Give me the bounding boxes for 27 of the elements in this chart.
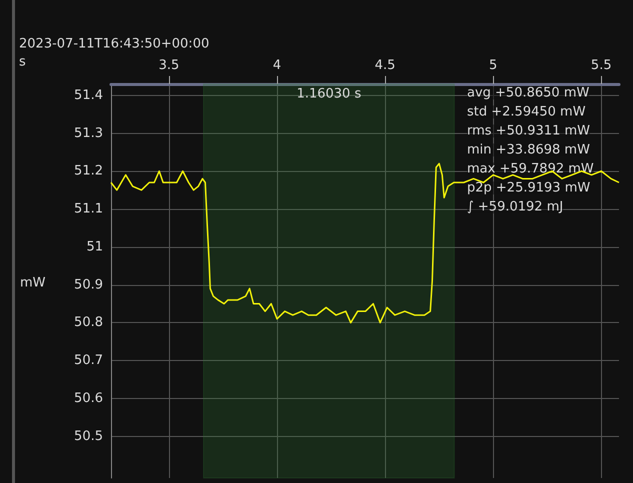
line-series [110,162,620,324]
y-tick-label: 51.3 [74,126,103,141]
x-axis-title: s [19,54,26,70]
annotation: max +59.7892 mW [467,162,594,176]
annotation: p2p +25.9193 mW [467,180,590,196]
annotation: rms +50.9311 mW [467,124,590,138]
annotation: avg +50.8650 mW [467,86,590,100]
y-tick-label: 51.1 [74,202,103,217]
annotation: std +2.59450 mW [467,104,586,120]
y-tick-label: 50.5 [74,428,103,444]
x-tick-label: 5 [489,58,498,73]
y-tick-label: 51.4 [74,88,103,103]
y-tick-label: 51 [86,239,103,254]
x-tick-label: 5.5 [590,58,612,73]
annotation: min +33.8698 mW [467,142,590,158]
y-axis-title: mW [20,276,46,290]
y-tick-label: 50.7 [74,353,103,368]
band-label: 1.16030 s [296,86,362,102]
x-tick-label: 4.5 [374,58,396,73]
chart-subtitle: 2023-07-11T16:43:50+00:00 [19,36,210,52]
y-tick-label: 50.6 [74,390,103,406]
x-tick-label: 4 [272,58,282,73]
x-tick-label: 3.5 [158,58,180,73]
y-tick-label: 50.9 [74,277,103,292]
y-tick-label: 51.2 [74,164,103,179]
annotation: ∫ +59.0192 mJ [467,200,564,214]
y-tick-label: 50.8 [74,315,103,330]
